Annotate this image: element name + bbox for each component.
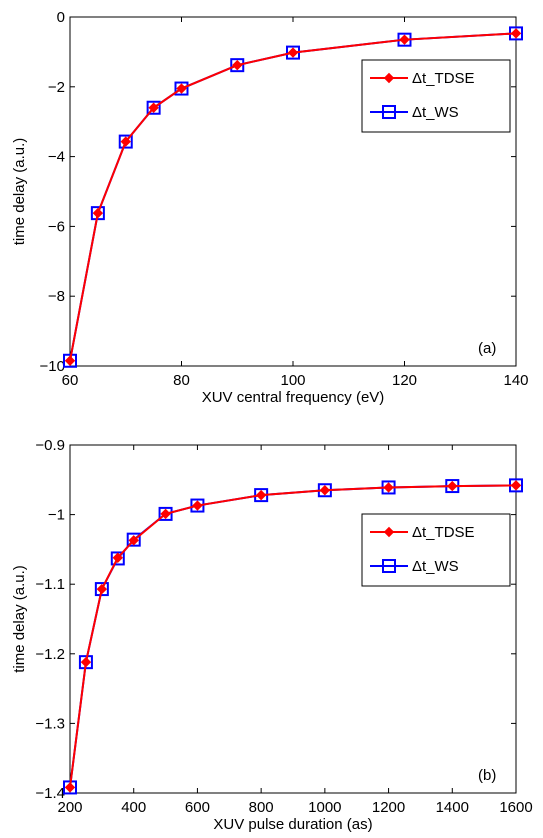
x-tick-label: 200 — [57, 799, 82, 816]
x-axis-label: XUV pulse duration (as) — [213, 816, 372, 833]
x-tick-label: 80 — [173, 372, 190, 389]
data-point-tdse — [319, 485, 331, 496]
x-tick-label: 600 — [185, 799, 210, 816]
data-point-tdse — [383, 482, 394, 493]
legend-label-ws: Δt_WS — [412, 104, 459, 121]
data-point-tdse — [176, 83, 187, 94]
x-tick-label: 1400 — [436, 799, 469, 816]
chart-panel-a: 60 80 100 120 140 −10 −8 −6 −4 −2 0 XUV central fre… — [11, 9, 529, 406]
data-point-ws — [110, 551, 125, 566]
y-tick-label: −1.3 — [35, 715, 65, 732]
legend: Δt_TDSE Δt_WS — [361, 513, 511, 587]
x-tick-label: 400 — [121, 799, 146, 816]
data-point-tdse — [112, 552, 123, 563]
data-point-tdse — [255, 489, 267, 501]
y-axis-label: time delay (a.u.) — [11, 565, 28, 673]
legend-box — [361, 59, 511, 133]
data-point-tdse — [232, 59, 243, 71]
y-tick-label: −2 — [48, 79, 65, 96]
y-tick-label: −6 — [48, 218, 65, 235]
chart-panel-b: 200 400 600 800 1000 1200 1400 1600 −1.4 −1.3 −1.2… — [11, 437, 533, 833]
data-point-tdse — [92, 207, 104, 219]
legend-label-ws: Δt_WS — [412, 558, 459, 575]
data-point-ws — [146, 100, 161, 115]
plot-frame — [69, 444, 517, 794]
data-point-tdse — [510, 28, 522, 39]
panel-label: (b) — [478, 767, 496, 784]
data-point-tdse — [64, 782, 76, 793]
data-point-ws — [63, 353, 77, 368]
data-point-ws — [94, 582, 109, 597]
legend-label-tdse: Δt_TDSE — [412, 70, 475, 87]
y-tick-label: −8 — [48, 288, 65, 305]
y-tick-label: −1.4 — [35, 785, 65, 802]
x-tick-label: 1600 — [499, 799, 532, 816]
y-tick-label: −1.1 — [35, 576, 65, 593]
x-tick-label: 60 — [62, 372, 79, 389]
x-tick-label: 100 — [280, 372, 305, 389]
y-tick-label: −4 — [48, 149, 65, 166]
y-tick-label: 0 — [57, 9, 65, 26]
data-point-ws — [118, 134, 133, 149]
data-point-ws — [90, 206, 105, 221]
legend-marker-tdse — [383, 526, 395, 538]
data-point-tdse — [447, 480, 458, 492]
series-line-tdse — [69, 484, 517, 788]
data-point-tdse — [64, 355, 76, 366]
legend-marker-ws — [382, 105, 396, 119]
y-tick-label: −10 — [40, 358, 65, 375]
data-point-ws — [126, 532, 141, 547]
panel-label: (a) — [478, 340, 496, 357]
y-tick-label: −1 — [48, 507, 65, 524]
data-point-tdse — [510, 480, 522, 491]
data-point-tdse — [399, 34, 410, 45]
x-axis-label: XUV central frequency (eV) — [202, 389, 385, 406]
legend-box — [361, 513, 511, 587]
legend: Δt_TDSE Δt_WS — [361, 59, 511, 133]
x-tick-label: 1000 — [308, 799, 341, 816]
data-point-ws — [230, 58, 245, 73]
y-axis-label: time delay (a.u.) — [11, 138, 28, 246]
x-tick-label: 120 — [392, 372, 417, 389]
legend-marker-ws — [382, 559, 396, 573]
data-point-tdse — [120, 136, 131, 147]
y-tick-label: −1.2 — [35, 646, 65, 663]
x-tick-label: 1200 — [372, 799, 405, 816]
data-point-tdse — [160, 508, 171, 520]
data-point-tdse — [96, 583, 108, 595]
data-point-tdse — [192, 500, 203, 511]
data-point-ws — [158, 506, 173, 521]
data-point-tdse — [148, 102, 159, 113]
legend-marker-tdse — [383, 72, 395, 84]
x-tick-label: 800 — [249, 799, 274, 816]
legend-label-tdse: Δt_TDSE — [412, 524, 475, 541]
y-tick-label: −0.9 — [35, 437, 65, 454]
data-point-ws — [174, 81, 189, 96]
x-tick-label: 140 — [503, 372, 528, 389]
data-point-tdse — [128, 535, 139, 546]
data-point-tdse — [287, 47, 299, 58]
data-point-tdse — [80, 656, 92, 668]
